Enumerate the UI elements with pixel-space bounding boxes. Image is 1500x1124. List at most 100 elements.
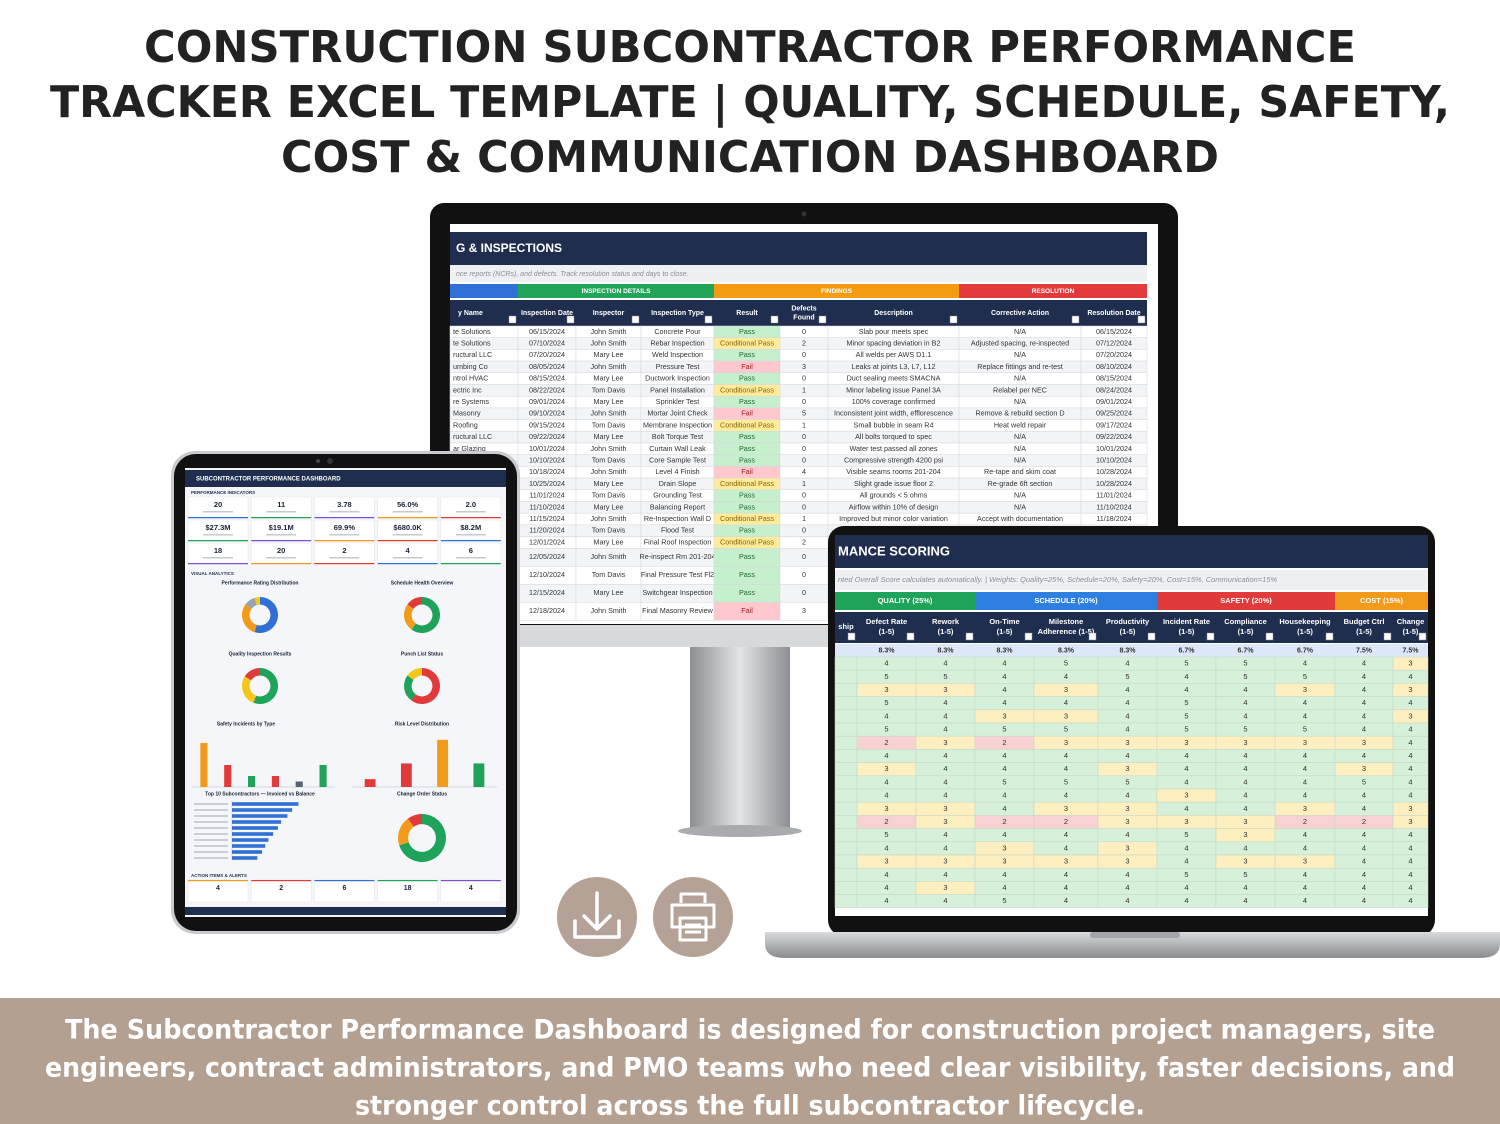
column-header: Resolution Date bbox=[1087, 310, 1140, 317]
column-header: Defects bbox=[791, 305, 816, 312]
bar bbox=[232, 820, 282, 824]
cell-text: ectric Inc bbox=[453, 385, 482, 394]
score: 3 bbox=[1064, 857, 1068, 866]
score: 3 bbox=[1184, 791, 1188, 800]
kpi-accent bbox=[251, 540, 312, 542]
kpi-value: 20 bbox=[214, 500, 222, 509]
cell-text: All grounds < 5 ohms bbox=[860, 491, 928, 500]
group-band bbox=[518, 284, 714, 298]
filter-button bbox=[566, 315, 575, 324]
cell-text: Mary Lee bbox=[594, 588, 624, 597]
score: 4 bbox=[1125, 830, 1129, 839]
filter-button bbox=[1206, 632, 1215, 641]
cell-text: Grounding Test bbox=[653, 491, 702, 500]
score: 3 bbox=[1125, 764, 1129, 773]
score: 4 bbox=[1125, 659, 1129, 668]
cell-text: Small bubble in seam R4 bbox=[854, 420, 934, 429]
score: 4 bbox=[1064, 672, 1068, 681]
score: 4 bbox=[1064, 751, 1068, 760]
score: 5 bbox=[1243, 672, 1247, 681]
cell-text: N/A bbox=[1014, 491, 1026, 500]
score: 4 bbox=[1184, 883, 1188, 892]
score: 4 bbox=[1184, 764, 1188, 773]
alert-value: 4 bbox=[216, 885, 220, 892]
cell-text: Switchgear Inspection bbox=[642, 588, 712, 597]
cell-text: 0 bbox=[802, 432, 806, 441]
cell bbox=[834, 696, 858, 711]
cell-text: Rebar Inspection bbox=[650, 338, 704, 347]
bar bbox=[224, 765, 232, 787]
cell-text: 11/01/2024 bbox=[1096, 491, 1131, 500]
laptop: MANCE SCORING nted Overall Score calculat… bbox=[765, 526, 1500, 958]
score: 4 bbox=[884, 791, 888, 800]
score: 5 bbox=[1184, 711, 1188, 720]
sheet-subtitle: nted Overall Score calculates automatica… bbox=[838, 575, 1278, 584]
cell-text: Duct sealing meets SMACNA bbox=[847, 374, 941, 383]
cell-text: Conditional Pass bbox=[720, 420, 774, 429]
score: 3 bbox=[1243, 738, 1247, 747]
column-header: Adherence (1-5) bbox=[1038, 627, 1095, 636]
score: 3 bbox=[1243, 830, 1247, 839]
score: 4 bbox=[943, 870, 947, 879]
score: 4 bbox=[1243, 883, 1247, 892]
score: 5 bbox=[1064, 777, 1068, 786]
tablet: SUBCONTRACTOR PERFORMANCE DASHBOARD PERFO… bbox=[171, 451, 520, 934]
score: 3 bbox=[1125, 804, 1129, 813]
cell-text: 10/18/2024 bbox=[529, 467, 565, 476]
weight: 8.3% bbox=[938, 647, 955, 654]
section-label: ACTION ITEMS & ALERTS bbox=[191, 873, 247, 878]
kpi-caption bbox=[266, 557, 297, 559]
kpi-value: 20 bbox=[277, 546, 285, 555]
weight: 7.5% bbox=[1356, 647, 1373, 654]
cell-text: Slab pour meets spec bbox=[859, 327, 929, 336]
cell-text: John Smith bbox=[591, 552, 627, 561]
score: 3 bbox=[1064, 685, 1068, 694]
cell bbox=[834, 735, 858, 750]
score: 3 bbox=[884, 685, 888, 694]
group-label: QUALITY (25%) bbox=[878, 596, 933, 605]
cell-text: Adjusted spacing, re-inspected bbox=[971, 338, 1069, 347]
donut-segment bbox=[403, 675, 416, 701]
bar bbox=[400, 763, 412, 787]
score: 4 bbox=[1362, 751, 1366, 760]
cell-text: 09/01/2024 bbox=[1096, 397, 1132, 406]
kpi-caption bbox=[203, 557, 233, 559]
cell-text: re Systems bbox=[453, 397, 489, 406]
column-header: Milestone bbox=[1049, 617, 1084, 626]
cell-text: 09/01/2024 bbox=[529, 397, 565, 406]
column-header: Inspector bbox=[593, 310, 625, 317]
score: 3 bbox=[1125, 843, 1129, 852]
score: 5 bbox=[1362, 777, 1366, 786]
score: 5 bbox=[1243, 659, 1247, 668]
cell bbox=[834, 709, 858, 724]
tablet-sensor bbox=[316, 459, 320, 463]
score: 4 bbox=[1303, 698, 1307, 707]
cell-text: Ductwork Inspection bbox=[645, 374, 710, 383]
cell-text: Airflow within 10% of design bbox=[849, 502, 939, 511]
score: 4 bbox=[1184, 751, 1188, 760]
score: 2 bbox=[1002, 817, 1006, 826]
column-header: On-Time bbox=[989, 617, 1019, 626]
kpi-value: 11 bbox=[277, 500, 285, 509]
kpi-caption bbox=[392, 557, 423, 559]
column-header: (1-5) bbox=[1403, 627, 1419, 636]
title-line: TRACKER EXCEL TEMPLATE | QUALITY, SCHEDU… bbox=[50, 77, 1450, 128]
filter-button bbox=[1137, 315, 1146, 324]
title-line: COST & COMMUNICATION DASHBOARD bbox=[281, 132, 1219, 183]
cell-text: 0 bbox=[802, 570, 806, 579]
sheet-subtitle: nce reports (NCRs), and defects. Track r… bbox=[456, 271, 689, 278]
monitor-stand bbox=[690, 640, 790, 830]
score: 4 bbox=[1064, 698, 1068, 707]
score: 4 bbox=[1002, 672, 1006, 681]
cell bbox=[834, 669, 858, 684]
cell-text: John Smith bbox=[591, 467, 627, 476]
title-line: CONSTRUCTION SUBCONTRACTOR PERFORMANCE bbox=[144, 22, 1356, 73]
cell-text: Final Roof Inspection bbox=[644, 537, 712, 546]
cell bbox=[834, 656, 858, 671]
column-header: Productivity bbox=[1106, 617, 1150, 626]
score: 4 bbox=[1303, 659, 1307, 668]
kpi-accent bbox=[314, 540, 375, 542]
score: 4 bbox=[1362, 685, 1366, 694]
score: 5 bbox=[1184, 659, 1188, 668]
donut-segment bbox=[407, 597, 422, 609]
